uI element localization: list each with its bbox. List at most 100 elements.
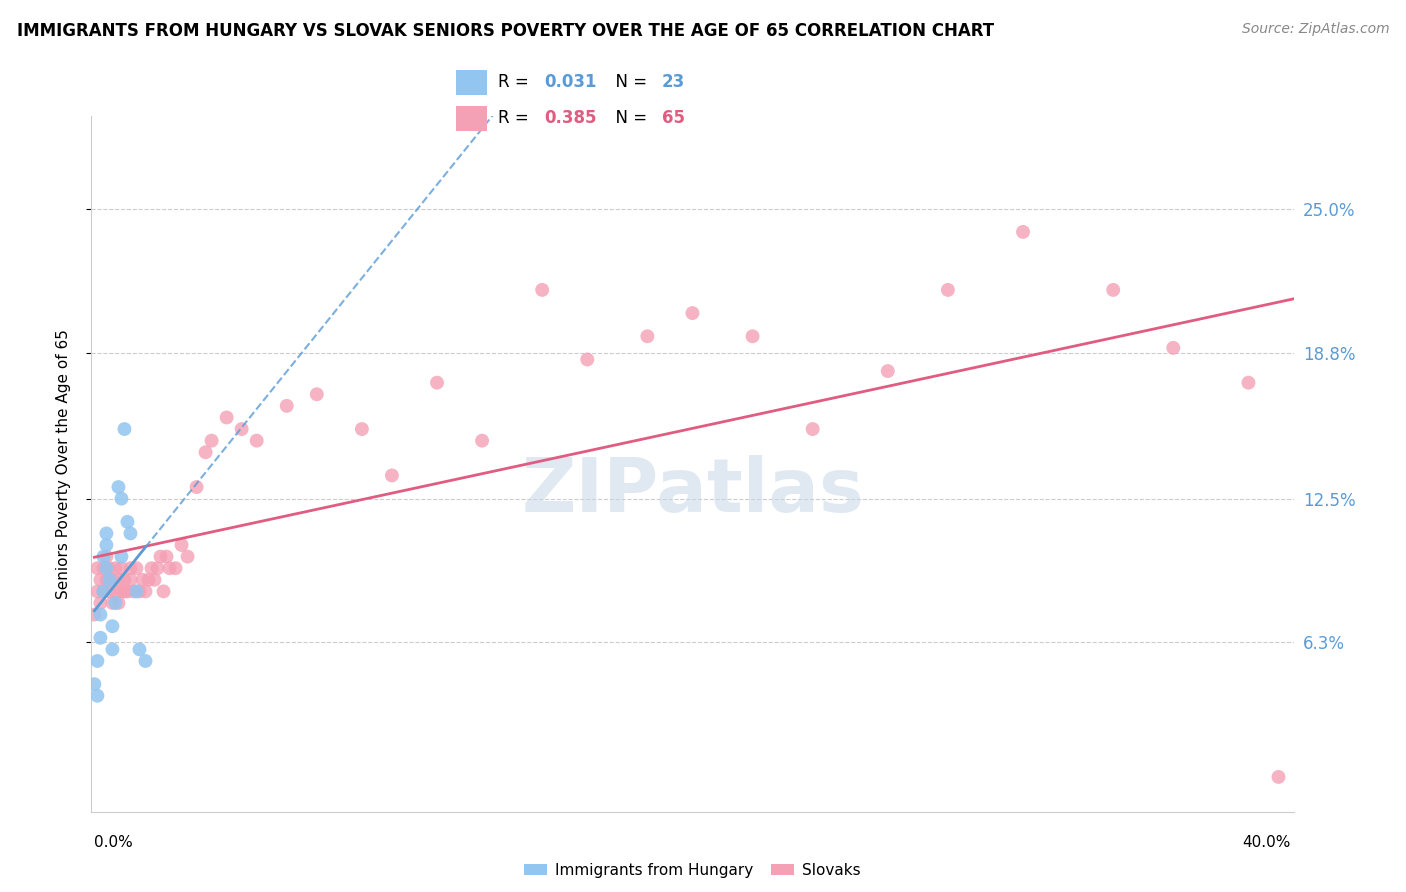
Point (122, 584, 145, 599)
Point (159, 561, 181, 575)
Point (134, 654, 156, 668)
Point (104, 596, 127, 610)
Point (134, 584, 156, 599)
Point (125, 584, 148, 599)
Text: 0.0%: 0.0% (94, 836, 134, 850)
Point (155, 549, 177, 564)
Point (89, 596, 111, 610)
Point (110, 491, 132, 506)
Point (114, 422, 136, 436)
Point (146, 561, 169, 575)
Text: 65: 65 (662, 109, 685, 127)
Point (83, 677, 105, 691)
Point (101, 642, 124, 657)
FancyBboxPatch shape (456, 105, 486, 130)
Point (170, 538, 193, 552)
Point (104, 584, 127, 599)
Point (381, 468, 404, 483)
Point (128, 584, 150, 599)
Point (531, 283, 554, 297)
Point (194, 445, 217, 459)
Text: 40.0%: 40.0% (1243, 836, 1291, 850)
Point (96, 573, 118, 587)
Point (576, 352, 599, 367)
Point (801, 422, 824, 436)
Point (152, 584, 174, 599)
Point (426, 376, 449, 390)
Point (107, 480, 129, 494)
FancyBboxPatch shape (456, 70, 486, 95)
Point (86, 689, 108, 703)
Point (246, 434, 269, 448)
Text: 23: 23 (662, 73, 685, 91)
Point (110, 561, 132, 575)
Text: R =: R = (498, 73, 534, 91)
Point (276, 399, 298, 413)
Text: IMMIGRANTS FROM HUNGARY VS SLOVAK SENIORS POVERTY OVER THE AGE OF 65 CORRELATION: IMMIGRANTS FROM HUNGARY VS SLOVAK SENIOR… (17, 22, 994, 40)
Point (104, 561, 127, 575)
Text: Source: ZipAtlas.com: Source: ZipAtlas.com (1241, 22, 1389, 37)
Point (1161, 341, 1184, 355)
Point (93, 584, 115, 599)
Point (149, 549, 172, 564)
Point (96, 561, 118, 575)
Text: N =: N = (605, 109, 652, 127)
Point (96, 549, 118, 564)
Point (120, 526, 142, 541)
Point (1102, 283, 1125, 297)
Text: N =: N = (605, 73, 652, 91)
Point (93, 584, 115, 599)
Text: 0.385: 0.385 (544, 109, 596, 127)
Point (165, 561, 187, 575)
Point (741, 329, 763, 343)
Point (120, 561, 142, 575)
Point (681, 306, 703, 320)
Point (114, 584, 136, 599)
Point (117, 584, 139, 599)
Point (1267, 770, 1289, 784)
Point (101, 573, 124, 587)
Point (96, 538, 118, 552)
Point (89, 631, 111, 645)
Point (98, 573, 121, 587)
Point (98, 561, 121, 575)
Point (89, 573, 111, 587)
Point (101, 596, 124, 610)
Point (143, 573, 166, 587)
Point (128, 642, 150, 657)
Point (86, 561, 108, 575)
Point (305, 387, 328, 401)
Point (86, 654, 108, 668)
Text: ZIPatlas: ZIPatlas (522, 455, 863, 528)
Point (107, 573, 129, 587)
Point (186, 480, 208, 494)
Point (93, 549, 115, 564)
Point (1012, 225, 1035, 239)
Point (936, 283, 959, 297)
Y-axis label: Seniors Poverty Over the Age of 65: Seniors Poverty Over the Age of 65 (56, 329, 70, 599)
Point (110, 584, 132, 599)
Point (125, 561, 148, 575)
Point (114, 573, 136, 587)
Point (120, 573, 142, 587)
Point (110, 549, 132, 564)
Point (117, 515, 139, 529)
Point (1237, 376, 1260, 390)
Point (636, 329, 658, 343)
Point (350, 422, 373, 436)
Point (107, 596, 129, 610)
Point (96, 526, 118, 541)
Point (138, 573, 160, 587)
Point (471, 434, 494, 448)
Text: 0.031: 0.031 (544, 73, 596, 91)
Point (101, 619, 124, 633)
Point (231, 422, 253, 436)
Point (201, 434, 224, 448)
Point (98, 584, 121, 599)
Point (876, 364, 898, 378)
Point (89, 607, 111, 622)
Point (176, 549, 198, 564)
Point (93, 561, 115, 575)
Point (141, 561, 163, 575)
Point (83, 607, 105, 622)
